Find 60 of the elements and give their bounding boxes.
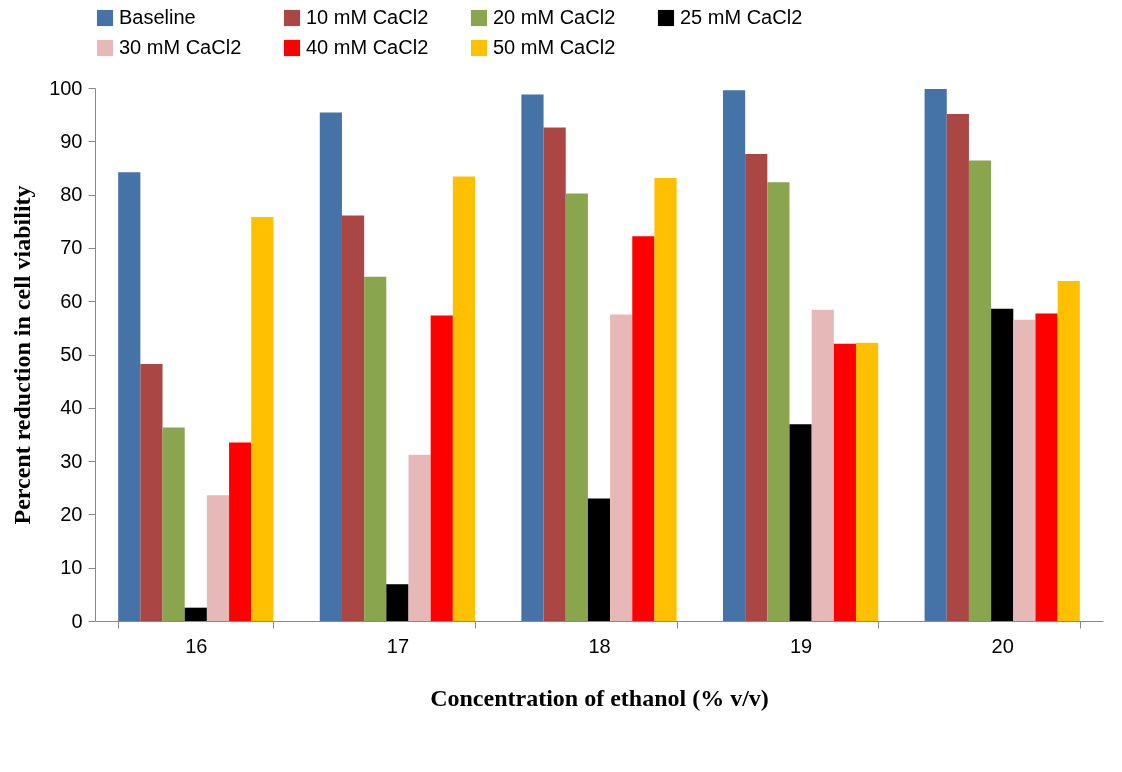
y-tick-label: 60 xyxy=(60,289,83,312)
y-tick-label: 30 xyxy=(60,449,83,472)
legend-label: 10 mM CaCl2 xyxy=(306,6,429,28)
x-tick-label: 20 xyxy=(991,634,1014,657)
legend-label: 20 mM CaCl2 xyxy=(493,6,616,28)
y-axis-title: Percent reduction in cell viability xyxy=(9,185,36,525)
legend-label: 40 mM CaCl2 xyxy=(306,36,429,58)
bar xyxy=(229,442,252,621)
legend-label: Baseline xyxy=(119,6,196,28)
bar xyxy=(452,176,476,621)
bar xyxy=(565,193,588,621)
bar xyxy=(811,309,834,621)
bar xyxy=(946,114,969,621)
bar xyxy=(364,276,387,621)
bar xyxy=(968,160,992,621)
bar xyxy=(319,112,342,621)
bar xyxy=(745,154,768,621)
y-tick-label: 80 xyxy=(60,183,83,206)
x-tick-label: 18 xyxy=(588,634,611,657)
bar xyxy=(140,364,163,621)
bar xyxy=(521,94,544,621)
x-tick-label: 16 xyxy=(185,634,208,657)
y-tick-label: 40 xyxy=(60,396,83,419)
bar xyxy=(789,424,812,621)
bar xyxy=(1035,313,1058,621)
bar xyxy=(654,178,677,621)
legend-label: 30 mM CaCl2 xyxy=(119,36,242,58)
bar xyxy=(408,454,431,621)
bar xyxy=(991,308,1014,621)
bar xyxy=(162,427,185,621)
bar xyxy=(924,89,947,621)
legend-label: 50 mM CaCl2 xyxy=(493,36,616,58)
y-tick-label: 0 xyxy=(71,609,83,632)
bar xyxy=(118,172,141,621)
bar xyxy=(856,342,879,621)
bar xyxy=(632,236,655,621)
bar xyxy=(1013,319,1036,621)
bar xyxy=(767,182,790,621)
x-tick-label: 17 xyxy=(386,634,410,657)
legend-label: 25 mM CaCl2 xyxy=(680,6,803,28)
bar xyxy=(251,216,274,621)
bar xyxy=(543,127,566,621)
y-tick-label: 100 xyxy=(49,76,83,99)
bar xyxy=(386,584,409,621)
bar xyxy=(1057,280,1080,621)
bar xyxy=(722,90,746,621)
y-tick-label: 10 xyxy=(60,556,83,579)
y-tick-label: 70 xyxy=(60,236,83,259)
bar xyxy=(833,343,857,621)
bar xyxy=(206,495,230,621)
y-tick-label: 90 xyxy=(60,129,83,152)
bar xyxy=(184,607,207,621)
y-tick-label: 20 xyxy=(60,502,83,525)
bar xyxy=(610,314,633,621)
bar xyxy=(341,215,365,621)
bar xyxy=(587,498,611,621)
bar xyxy=(430,315,453,621)
y-tick-label: 50 xyxy=(60,343,83,365)
x-tick-label: 19 xyxy=(789,634,813,657)
x-axis-title: Concentration of ethanol (% v/v) xyxy=(430,684,769,711)
